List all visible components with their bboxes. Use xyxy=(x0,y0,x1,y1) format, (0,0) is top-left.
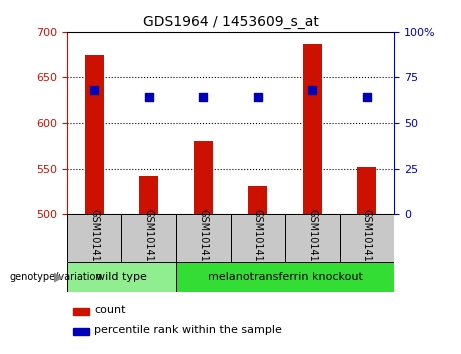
Text: melanotransferrin knockout: melanotransferrin knockout xyxy=(207,272,362,282)
Text: GSM101414: GSM101414 xyxy=(307,209,317,268)
Bar xyxy=(340,214,394,262)
Bar xyxy=(194,141,213,214)
Bar xyxy=(73,328,89,335)
Bar xyxy=(73,308,89,315)
Bar xyxy=(67,262,176,292)
Text: count: count xyxy=(95,305,126,315)
Text: genotype/variation: genotype/variation xyxy=(9,272,102,282)
Text: ▶: ▶ xyxy=(54,270,64,284)
Title: GDS1964 / 1453609_s_at: GDS1964 / 1453609_s_at xyxy=(142,16,319,29)
Text: GSM101412: GSM101412 xyxy=(198,209,208,268)
Bar xyxy=(303,44,322,214)
Text: wild type: wild type xyxy=(96,272,147,282)
Point xyxy=(254,95,261,100)
Text: percentile rank within the sample: percentile rank within the sample xyxy=(95,325,282,335)
Point xyxy=(200,95,207,100)
Bar xyxy=(248,186,267,214)
Text: GSM101415: GSM101415 xyxy=(362,209,372,268)
Text: GSM101416: GSM101416 xyxy=(89,209,99,268)
Bar xyxy=(285,214,340,262)
Text: GSM101413: GSM101413 xyxy=(253,209,263,268)
Bar xyxy=(121,214,176,262)
Bar xyxy=(230,214,285,262)
Bar xyxy=(139,176,158,214)
Point xyxy=(363,95,371,100)
Bar xyxy=(176,262,394,292)
Bar xyxy=(84,55,104,214)
Bar xyxy=(357,167,377,214)
Point xyxy=(90,87,98,93)
Point xyxy=(145,95,152,100)
Point xyxy=(308,87,316,93)
Bar xyxy=(176,214,230,262)
Bar xyxy=(67,214,121,262)
Text: GSM101417: GSM101417 xyxy=(144,209,154,268)
